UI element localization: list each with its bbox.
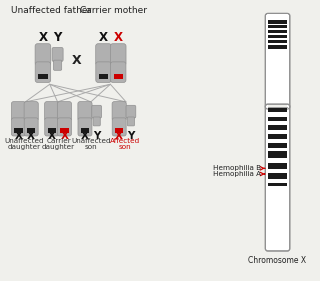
Text: Unaffected: Unaffected xyxy=(71,138,111,144)
FancyBboxPatch shape xyxy=(96,62,111,82)
Text: Hemophilia A: Hemophilia A xyxy=(213,171,261,177)
FancyBboxPatch shape xyxy=(45,118,59,136)
FancyBboxPatch shape xyxy=(110,62,126,82)
FancyBboxPatch shape xyxy=(78,102,92,121)
Bar xyxy=(115,128,123,133)
Bar xyxy=(268,130,287,134)
FancyBboxPatch shape xyxy=(92,105,101,118)
Text: Hemophilia B: Hemophilia B xyxy=(213,165,261,171)
Bar xyxy=(268,49,287,51)
FancyBboxPatch shape xyxy=(78,118,92,136)
FancyBboxPatch shape xyxy=(127,117,134,126)
Bar xyxy=(268,169,287,173)
FancyBboxPatch shape xyxy=(24,118,38,136)
Bar xyxy=(268,179,287,183)
Bar xyxy=(268,43,287,45)
FancyBboxPatch shape xyxy=(93,117,100,126)
FancyBboxPatch shape xyxy=(52,47,63,62)
Text: X: X xyxy=(115,131,123,141)
FancyBboxPatch shape xyxy=(35,44,51,65)
Text: Y: Y xyxy=(53,31,62,44)
FancyBboxPatch shape xyxy=(44,102,59,121)
Text: son: son xyxy=(119,144,131,150)
Text: Y: Y xyxy=(127,131,135,141)
Text: son: son xyxy=(84,144,97,150)
Bar xyxy=(14,128,23,133)
FancyBboxPatch shape xyxy=(265,13,290,109)
FancyBboxPatch shape xyxy=(58,118,71,136)
Bar xyxy=(268,112,287,117)
Text: Y: Y xyxy=(93,131,100,141)
Text: Chromosome X: Chromosome X xyxy=(249,256,307,265)
Bar xyxy=(268,121,287,125)
Bar xyxy=(268,143,287,148)
Bar xyxy=(268,151,287,158)
Text: X: X xyxy=(71,54,81,67)
Bar xyxy=(81,128,89,133)
FancyBboxPatch shape xyxy=(57,102,71,121)
Text: X: X xyxy=(99,31,108,44)
Bar xyxy=(268,33,287,35)
FancyBboxPatch shape xyxy=(126,105,136,118)
Text: Affected: Affected xyxy=(110,138,140,144)
Bar xyxy=(268,186,287,248)
FancyBboxPatch shape xyxy=(24,102,38,121)
Bar xyxy=(114,74,123,79)
Bar xyxy=(268,163,287,169)
Text: X: X xyxy=(27,131,35,141)
Text: X: X xyxy=(14,131,22,141)
Text: X: X xyxy=(114,31,123,44)
Bar xyxy=(60,128,68,133)
Bar xyxy=(268,40,287,43)
FancyBboxPatch shape xyxy=(112,102,126,121)
Bar xyxy=(268,105,287,108)
Text: daughter: daughter xyxy=(42,144,75,150)
Bar xyxy=(268,28,287,30)
FancyBboxPatch shape xyxy=(12,102,26,121)
Text: Carrier: Carrier xyxy=(46,138,71,144)
Bar xyxy=(268,134,287,139)
Bar xyxy=(268,106,287,112)
FancyBboxPatch shape xyxy=(265,104,290,251)
Text: Unaffected father: Unaffected father xyxy=(11,6,91,15)
FancyBboxPatch shape xyxy=(53,60,62,70)
Text: X: X xyxy=(48,131,56,141)
Text: Unaffected: Unaffected xyxy=(4,138,44,144)
Bar xyxy=(268,30,287,33)
Text: X: X xyxy=(81,131,89,141)
Text: Carrier mother: Carrier mother xyxy=(80,6,147,15)
Bar xyxy=(268,183,287,186)
Bar xyxy=(268,35,287,38)
Bar xyxy=(268,117,287,121)
Bar xyxy=(27,128,35,133)
Bar xyxy=(268,25,287,28)
Text: X: X xyxy=(38,31,47,44)
Text: daughter: daughter xyxy=(8,144,41,150)
Text: X: X xyxy=(60,131,68,141)
Bar xyxy=(268,20,287,24)
Bar xyxy=(268,38,287,40)
FancyBboxPatch shape xyxy=(110,44,126,65)
Bar xyxy=(268,16,287,20)
Bar xyxy=(268,148,287,151)
Bar xyxy=(268,45,287,49)
Bar xyxy=(48,128,56,133)
FancyBboxPatch shape xyxy=(12,118,26,136)
Bar xyxy=(268,24,287,25)
Bar xyxy=(268,139,287,143)
Bar xyxy=(38,74,47,79)
FancyBboxPatch shape xyxy=(35,62,51,82)
Bar xyxy=(99,74,108,79)
FancyBboxPatch shape xyxy=(112,118,126,136)
Bar xyxy=(268,125,287,130)
Bar xyxy=(268,173,287,179)
FancyBboxPatch shape xyxy=(96,44,111,65)
Bar xyxy=(268,158,287,163)
